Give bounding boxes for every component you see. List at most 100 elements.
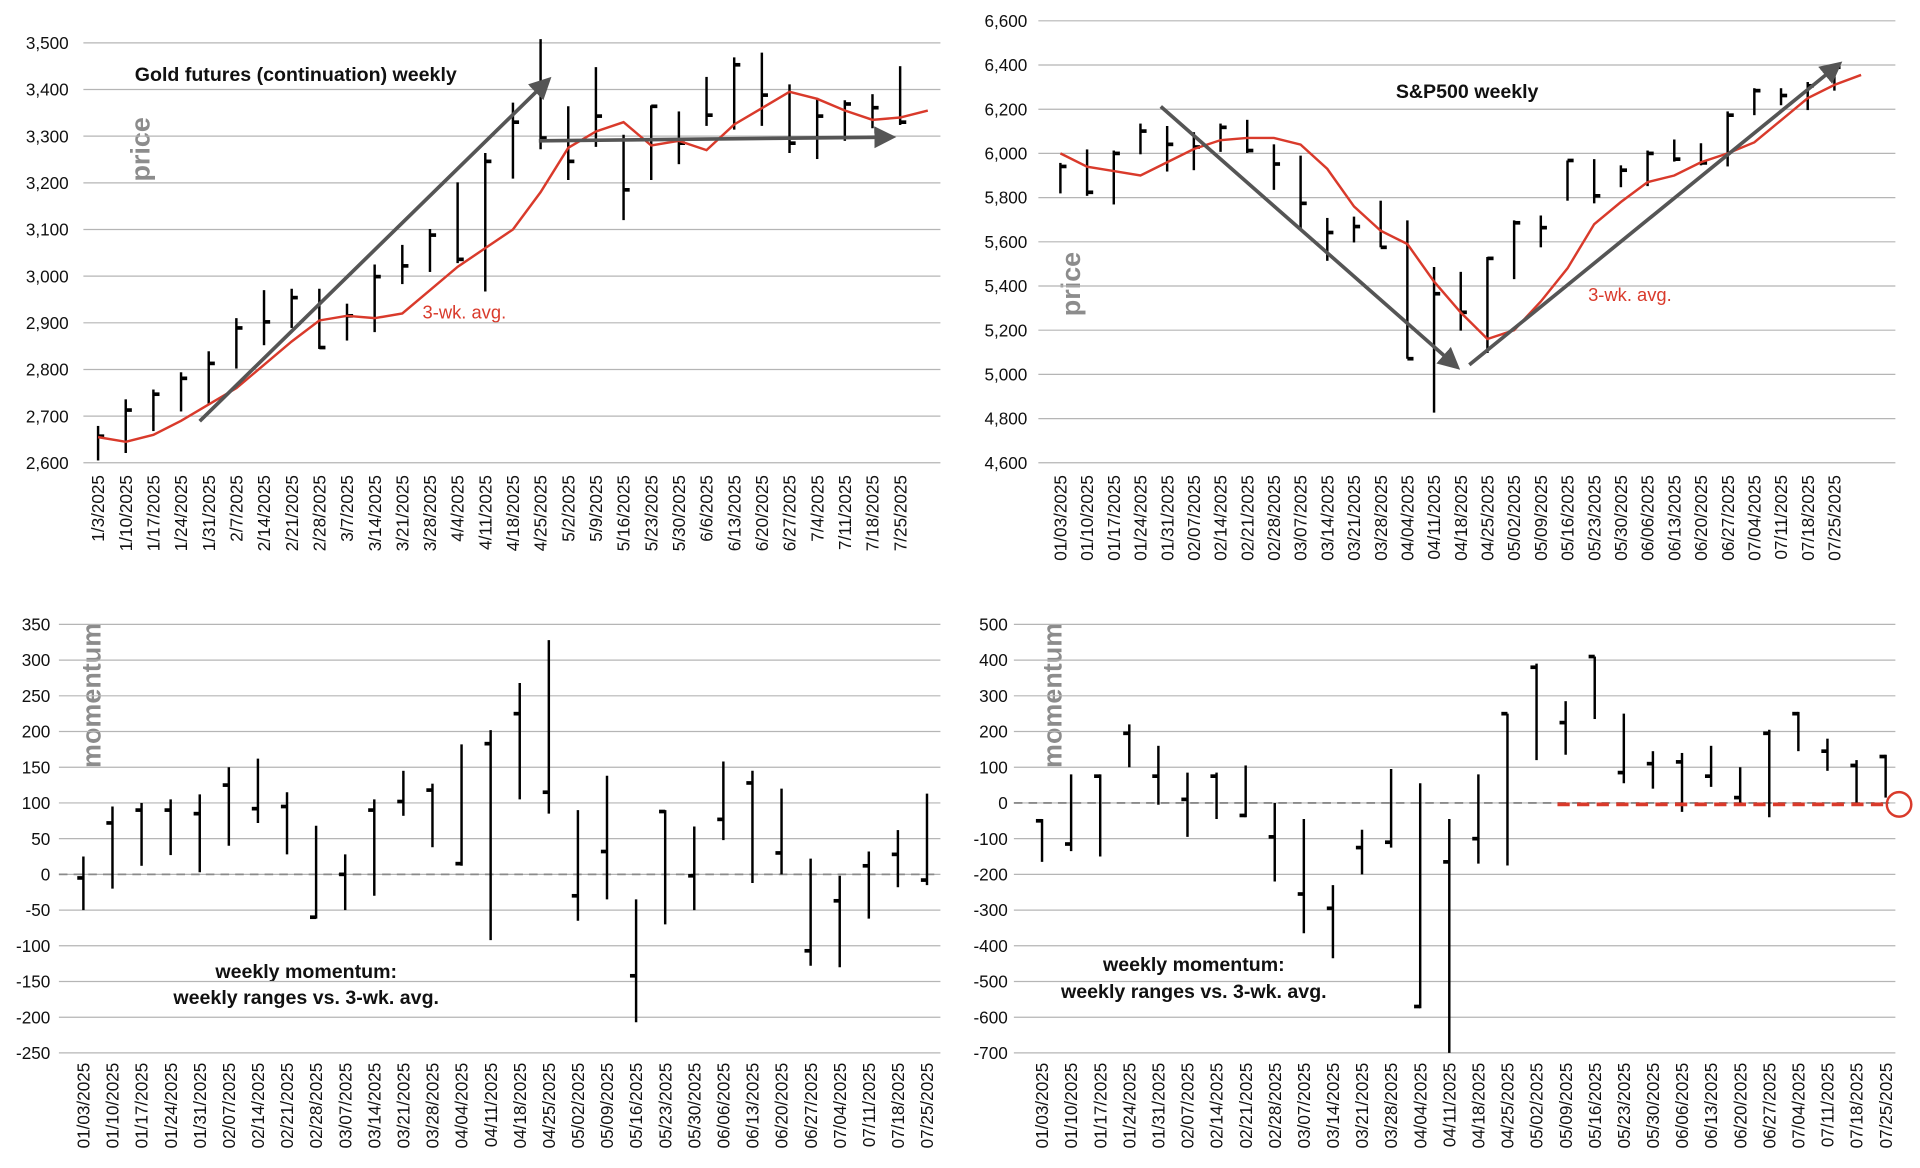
y-tick-label: 3,500 <box>26 33 69 53</box>
x-tick-label: 06/20/2025 <box>1730 1063 1750 1149</box>
x-tick-label: 05/23/2025 <box>1584 475 1604 561</box>
x-tick-label: 04/25/2025 <box>1498 1063 1518 1149</box>
x-tick-label: 5/2/2025 <box>558 475 578 542</box>
x-tick-label: 04/11/2025 <box>1424 475 1444 559</box>
x-tick-label: 4/25/2025 <box>531 475 551 551</box>
x-tick-label: 2/14/2025 <box>254 475 274 551</box>
x-tick-label: 04/18/2025 <box>510 1063 530 1149</box>
x-tick-label: 06/06/2025 <box>1672 1063 1692 1149</box>
x-tick-label: 05/23/2025 <box>655 1063 675 1149</box>
x-tick-label: 07/04/2025 <box>1788 1063 1808 1149</box>
y-tick-label: 6,200 <box>984 99 1027 119</box>
x-tick-label: 02/28/2025 <box>1265 1063 1285 1149</box>
x-tick-label: 4/11/2025 <box>475 475 495 550</box>
x-tick-label: 05/09/2025 <box>597 1063 617 1149</box>
x-tick-label: 03/21/2025 <box>1344 475 1364 561</box>
y-tick-label: -100 <box>973 829 1007 849</box>
x-tick-label: 01/17/2025 <box>1104 475 1124 561</box>
y-tick-label: 150 <box>22 757 51 777</box>
x-tick-label: 1/10/2025 <box>116 475 136 551</box>
x-tick-label: 01/31/2025 <box>190 1063 210 1149</box>
chart-title: Gold futures (continuation) weekly <box>135 64 457 86</box>
x-tick-label: 03/28/2025 <box>1381 1063 1401 1149</box>
y-tick-label: 400 <box>979 650 1008 670</box>
x-tick-label: 7/25/2025 <box>890 475 910 551</box>
x-tick-label: 02/28/2025 <box>1264 475 1284 561</box>
trend-arrow <box>1159 105 1461 370</box>
y-tick-label: 5,600 <box>984 232 1027 252</box>
avg-label: 3-wk. avg. <box>1588 284 1672 305</box>
x-tick-label: 03/21/2025 <box>1352 1063 1372 1149</box>
x-tick-label: 06/13/2025 <box>1664 475 1684 561</box>
x-tick-label: 06/20/2025 <box>1691 475 1711 561</box>
x-tick-label: 3/28/2025 <box>420 475 440 551</box>
annotation: weekly ranges vs. 3-wk. avg. <box>172 987 439 1009</box>
y-tick-label: 6,000 <box>984 144 1027 164</box>
x-tick-label: 3/21/2025 <box>392 475 412 551</box>
x-tick-label: 7/18/2025 <box>863 475 883 551</box>
x-tick-label: 3/14/2025 <box>365 475 385 551</box>
y-axis-label: price <box>1056 252 1086 316</box>
y-tick-label: 2,800 <box>26 360 69 380</box>
x-tick-label: 05/30/2025 <box>1611 475 1631 561</box>
x-tick-label: 05/16/2025 <box>626 1063 646 1149</box>
y-tick-label: 6,400 <box>984 55 1027 75</box>
x-tick-label: 6/27/2025 <box>780 475 800 551</box>
y-tick-label: -50 <box>26 900 51 920</box>
x-tick-label: 1/17/2025 <box>144 475 164 551</box>
y-tick-label: 300 <box>22 650 51 670</box>
x-tick-label: 02/14/2025 <box>248 1063 268 1149</box>
y-tick-label: 6,600 <box>984 11 1027 31</box>
y-tick-label: 0 <box>41 864 51 884</box>
x-tick-label: 03/21/2025 <box>393 1063 413 1149</box>
x-tick-label: 05/16/2025 <box>1585 1063 1605 1149</box>
y-tick-label: -200 <box>973 864 1007 884</box>
x-tick-label: 06/20/2025 <box>772 1063 792 1149</box>
y-tick-label: -200 <box>16 1007 50 1027</box>
x-tick-label: 07/18/2025 <box>888 1063 908 1149</box>
x-tick-label: 1/31/2025 <box>199 475 219 551</box>
x-tick-label: 03/28/2025 <box>1371 475 1391 561</box>
trend-arrow <box>198 76 552 423</box>
x-tick-label: 07/25/2025 <box>917 1063 937 1149</box>
y-tick-label: 100 <box>979 757 1008 777</box>
y-tick-label: 5,800 <box>984 188 1027 208</box>
x-tick-label: 04/11/2025 <box>1439 1063 1459 1147</box>
y-tick-label: -400 <box>973 936 1007 956</box>
x-tick-label: 04/11/2025 <box>481 1063 501 1147</box>
x-tick-label: 03/07/2025 <box>1291 475 1311 561</box>
x-tick-label: 04/25/2025 <box>539 1063 559 1149</box>
x-tick-label: 02/21/2025 <box>277 1063 297 1149</box>
y-tick-label: 4,800 <box>984 409 1027 429</box>
x-tick-label: 1/3/2025 <box>88 475 108 542</box>
x-tick-label: 06/06/2025 <box>713 1063 733 1149</box>
y-tick-label: 3,200 <box>26 173 69 193</box>
x-tick-label: 02/21/2025 <box>1236 1063 1256 1149</box>
x-tick-label: 01/03/2025 <box>1032 1063 1052 1149</box>
y-tick-label: 5,000 <box>984 365 1027 385</box>
x-tick-label: 2/21/2025 <box>282 475 302 551</box>
x-tick-label: 06/06/2025 <box>1638 475 1658 561</box>
x-tick-label: 02/07/2025 <box>1184 475 1204 561</box>
x-tick-label: 2/28/2025 <box>309 475 329 551</box>
avg-label: 3-wk. avg. <box>423 301 507 322</box>
x-tick-label: 06/13/2025 <box>1701 1063 1721 1149</box>
x-tick-label: 6/13/2025 <box>724 475 744 551</box>
x-tick-label: 05/09/2025 <box>1556 1063 1576 1149</box>
y-tick-label: 3,300 <box>26 126 69 146</box>
x-tick-label: 07/04/2025 <box>1744 475 1764 561</box>
x-tick-label: 05/30/2025 <box>1643 1063 1663 1149</box>
y-tick-label: 2,600 <box>26 453 69 473</box>
x-tick-label: 07/18/2025 <box>1798 475 1818 561</box>
x-tick-label: 3/7/2025 <box>337 475 357 542</box>
x-tick-label: 05/09/2025 <box>1531 475 1551 561</box>
y-tick-label: 3,100 <box>26 220 69 240</box>
y-tick-label: -700 <box>973 1043 1007 1063</box>
x-tick-label: 07/11/2025 <box>1818 1063 1838 1147</box>
x-tick-label: 03/14/2025 <box>1323 1063 1343 1149</box>
trend-arrows <box>198 61 1843 423</box>
x-tick-label: 05/02/2025 <box>1527 1063 1547 1149</box>
y-tick-label: -600 <box>973 1007 1007 1027</box>
